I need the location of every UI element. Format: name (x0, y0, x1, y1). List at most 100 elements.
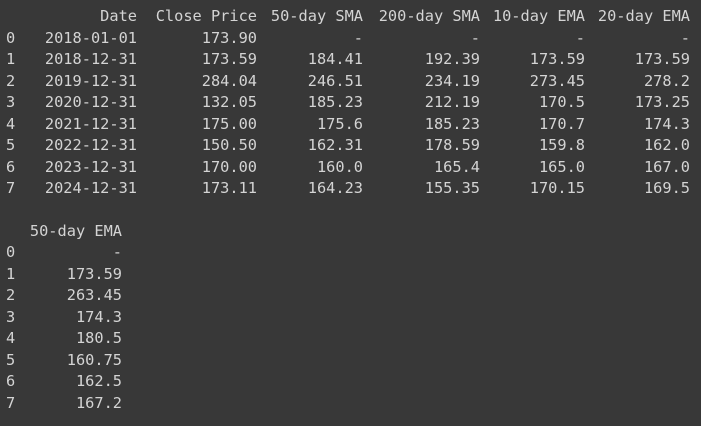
table-row: 0- (6, 242, 122, 264)
cell-date: 2023-12-31 (44, 157, 137, 176)
column-header-close-price: Close Price (155, 7, 257, 25)
row-index: 1 (6, 50, 16, 68)
table-row: 7 167.2 (6, 393, 122, 415)
row-index: 3 (6, 307, 16, 326)
cell-50-day-sma: 162.31 (307, 136, 363, 154)
cell-200-day-sma: 155.35 (424, 179, 480, 197)
cell-50-day-ema: 162.5 (75, 372, 122, 390)
table-row: 0 2018-01-01 173.90 - - - - (6, 28, 690, 50)
cell-200-day-sma: 234.19 (424, 71, 480, 90)
cell-close-price: 170.00 (201, 157, 257, 176)
cell-date: 2019-12-31 (44, 71, 137, 90)
cell-50-day-ema: 173.59 (66, 264, 122, 283)
cell-200-day-sma: 212.19 (424, 93, 480, 111)
cell-close-price: 173.59 (201, 50, 257, 68)
cell-50-day-sma: 160.0 (316, 157, 363, 176)
table-row: 4 2021-12-31 175.00 175.6 185.23 170.7 174.3 (6, 114, 690, 136)
cell-20-day-ema: 173.25 (634, 93, 690, 111)
column-header-50-day-ema: 50-day EMA (29, 221, 122, 240)
table-row: 6 2023-12-31 170.00 160.0 165.4 165.0 167.0 (6, 157, 690, 179)
cell-200-day-sma: - (470, 28, 480, 47)
cell-50-day-sma: 184.41 (307, 50, 363, 68)
cell-20-day-ema: 173.59 (634, 50, 690, 68)
cell-200-day-sma: 165.4 (433, 157, 480, 176)
cell-50-day-ema: 167.2 (75, 393, 122, 412)
cell-50-day-ema: - (112, 243, 122, 261)
row-index: 0 (6, 28, 16, 47)
cell-20-day-ema: 167.0 (643, 157, 690, 176)
column-header-200-day-sma: 200-day SMA (378, 7, 480, 25)
cell-50-day-ema: 180.5 (75, 329, 122, 347)
cell-date: 2018-12-31 (44, 50, 137, 68)
table-row: 3 174.3 (6, 307, 122, 329)
cell-20-day-ema: - (680, 28, 690, 47)
row-index: 5 (6, 136, 16, 154)
cell-20-day-ema: 174.3 (643, 114, 690, 133)
cell-20-day-ema: 278.2 (643, 71, 690, 90)
console-output: Date Close Price 50-day SMA 200-day SMA … (6, 6, 690, 415)
cell-close-price: 175.00 (201, 114, 257, 133)
table1-body: 0 2018-01-01 173.90 - - - - 1 2018-12-31 173.59 18… (6, 28, 690, 200)
cell-close-price: 284.04 (201, 71, 257, 90)
cell-50-day-sma: 175.6 (316, 114, 363, 133)
table2-header-row: 50-day EMA (6, 221, 122, 243)
cell-close-price: 173.11 (201, 179, 257, 197)
cell-50-day-ema: 160.75 (66, 350, 122, 369)
cell-50-day-ema: 174.3 (75, 307, 122, 326)
cell-200-day-sma: 178.59 (424, 136, 480, 154)
table-row: 6 162.5 (6, 371, 122, 393)
spacer (6, 200, 43, 221)
column-header-date: Date (100, 7, 137, 25)
cell-date: 2020-12-31 (44, 93, 137, 111)
table-row: 5 160.75 (6, 350, 122, 372)
cell-10-day-ema: 173.59 (529, 50, 585, 68)
cell-20-day-ema: 162.0 (643, 136, 690, 154)
table-row: 5 2022-12-31 150.50 162.31 178.59 159.8 162.0 (6, 135, 690, 157)
cell-10-day-ema: 165.0 (538, 157, 585, 176)
column-header-20-day-ema: 20-day EMA (597, 7, 690, 25)
cell-50-day-sma: 185.23 (307, 93, 363, 111)
cell-50-day-sma: - (353, 28, 363, 47)
cell-close-price: 173.90 (201, 28, 257, 47)
cell-date: 2018-01-01 (44, 28, 137, 47)
cell-50-day-sma: 164.23 (307, 179, 363, 197)
table1-header-row: Date Close Price 50-day SMA 200-day SMA … (6, 6, 690, 28)
table-row: 4 180.5 (6, 328, 122, 350)
row-index: 7 (6, 179, 16, 197)
table2-body: 0-1 173.59 2 263.45 3 174.3 4 180.5 5 160.75 6 162.… (6, 242, 122, 415)
cell-50-day-sma: 246.51 (307, 71, 363, 90)
table-row: 7 2024-12-31 173.11 164.23 155.35 170.15 169.5 (6, 178, 690, 200)
cell-10-day-ema: 170.7 (538, 114, 585, 133)
cell-50-day-ema: 263.45 (66, 286, 122, 304)
row-index: 5 (6, 350, 16, 369)
table-row: 3 2020-12-31 132.05 185.23 212.19 170.5 173.25 (6, 92, 690, 114)
cell-date: 2022-12-31 (44, 136, 137, 154)
column-header-10-day-ema: 10-day EMA (492, 7, 585, 25)
column-header-50-day-sma: 50-day SMA (270, 7, 363, 25)
table-row: 1 173.59 (6, 264, 122, 286)
row-index: 2 (6, 71, 16, 90)
table-row: 2 263.45 (6, 285, 122, 307)
cell-200-day-sma: 185.23 (424, 114, 480, 133)
cell-20-day-ema: 169.5 (643, 179, 690, 197)
cell-200-day-sma: 192.39 (424, 50, 480, 68)
cell-close-price: 150.50 (201, 136, 257, 154)
cell-10-day-ema: 170.15 (529, 179, 585, 197)
cell-date: 2024-12-31 (44, 179, 137, 197)
row-index: 2 (6, 286, 16, 304)
cell-10-day-ema: 273.45 (529, 71, 585, 90)
cell-date: 2021-12-31 (44, 114, 137, 133)
cell-close-price: 132.05 (201, 93, 257, 111)
row-index: 6 (6, 157, 16, 176)
cell-10-day-ema: - (575, 28, 585, 47)
cell-10-day-ema: 170.5 (538, 93, 585, 111)
table-row: 1 2018-12-31 173.59 184.41 192.39 173.59 173.5… (6, 49, 690, 71)
row-index: 6 (6, 372, 16, 390)
row-index: 0 (6, 243, 16, 261)
row-index: 4 (6, 114, 16, 133)
row-index: 7 (6, 393, 16, 412)
table-row: 2 2019-12-31 284.04 246.51 234.19 273.45 278.2 (6, 71, 690, 93)
row-index: 1 (6, 264, 16, 283)
row-index: 3 (6, 93, 16, 111)
row-index: 4 (6, 329, 16, 347)
